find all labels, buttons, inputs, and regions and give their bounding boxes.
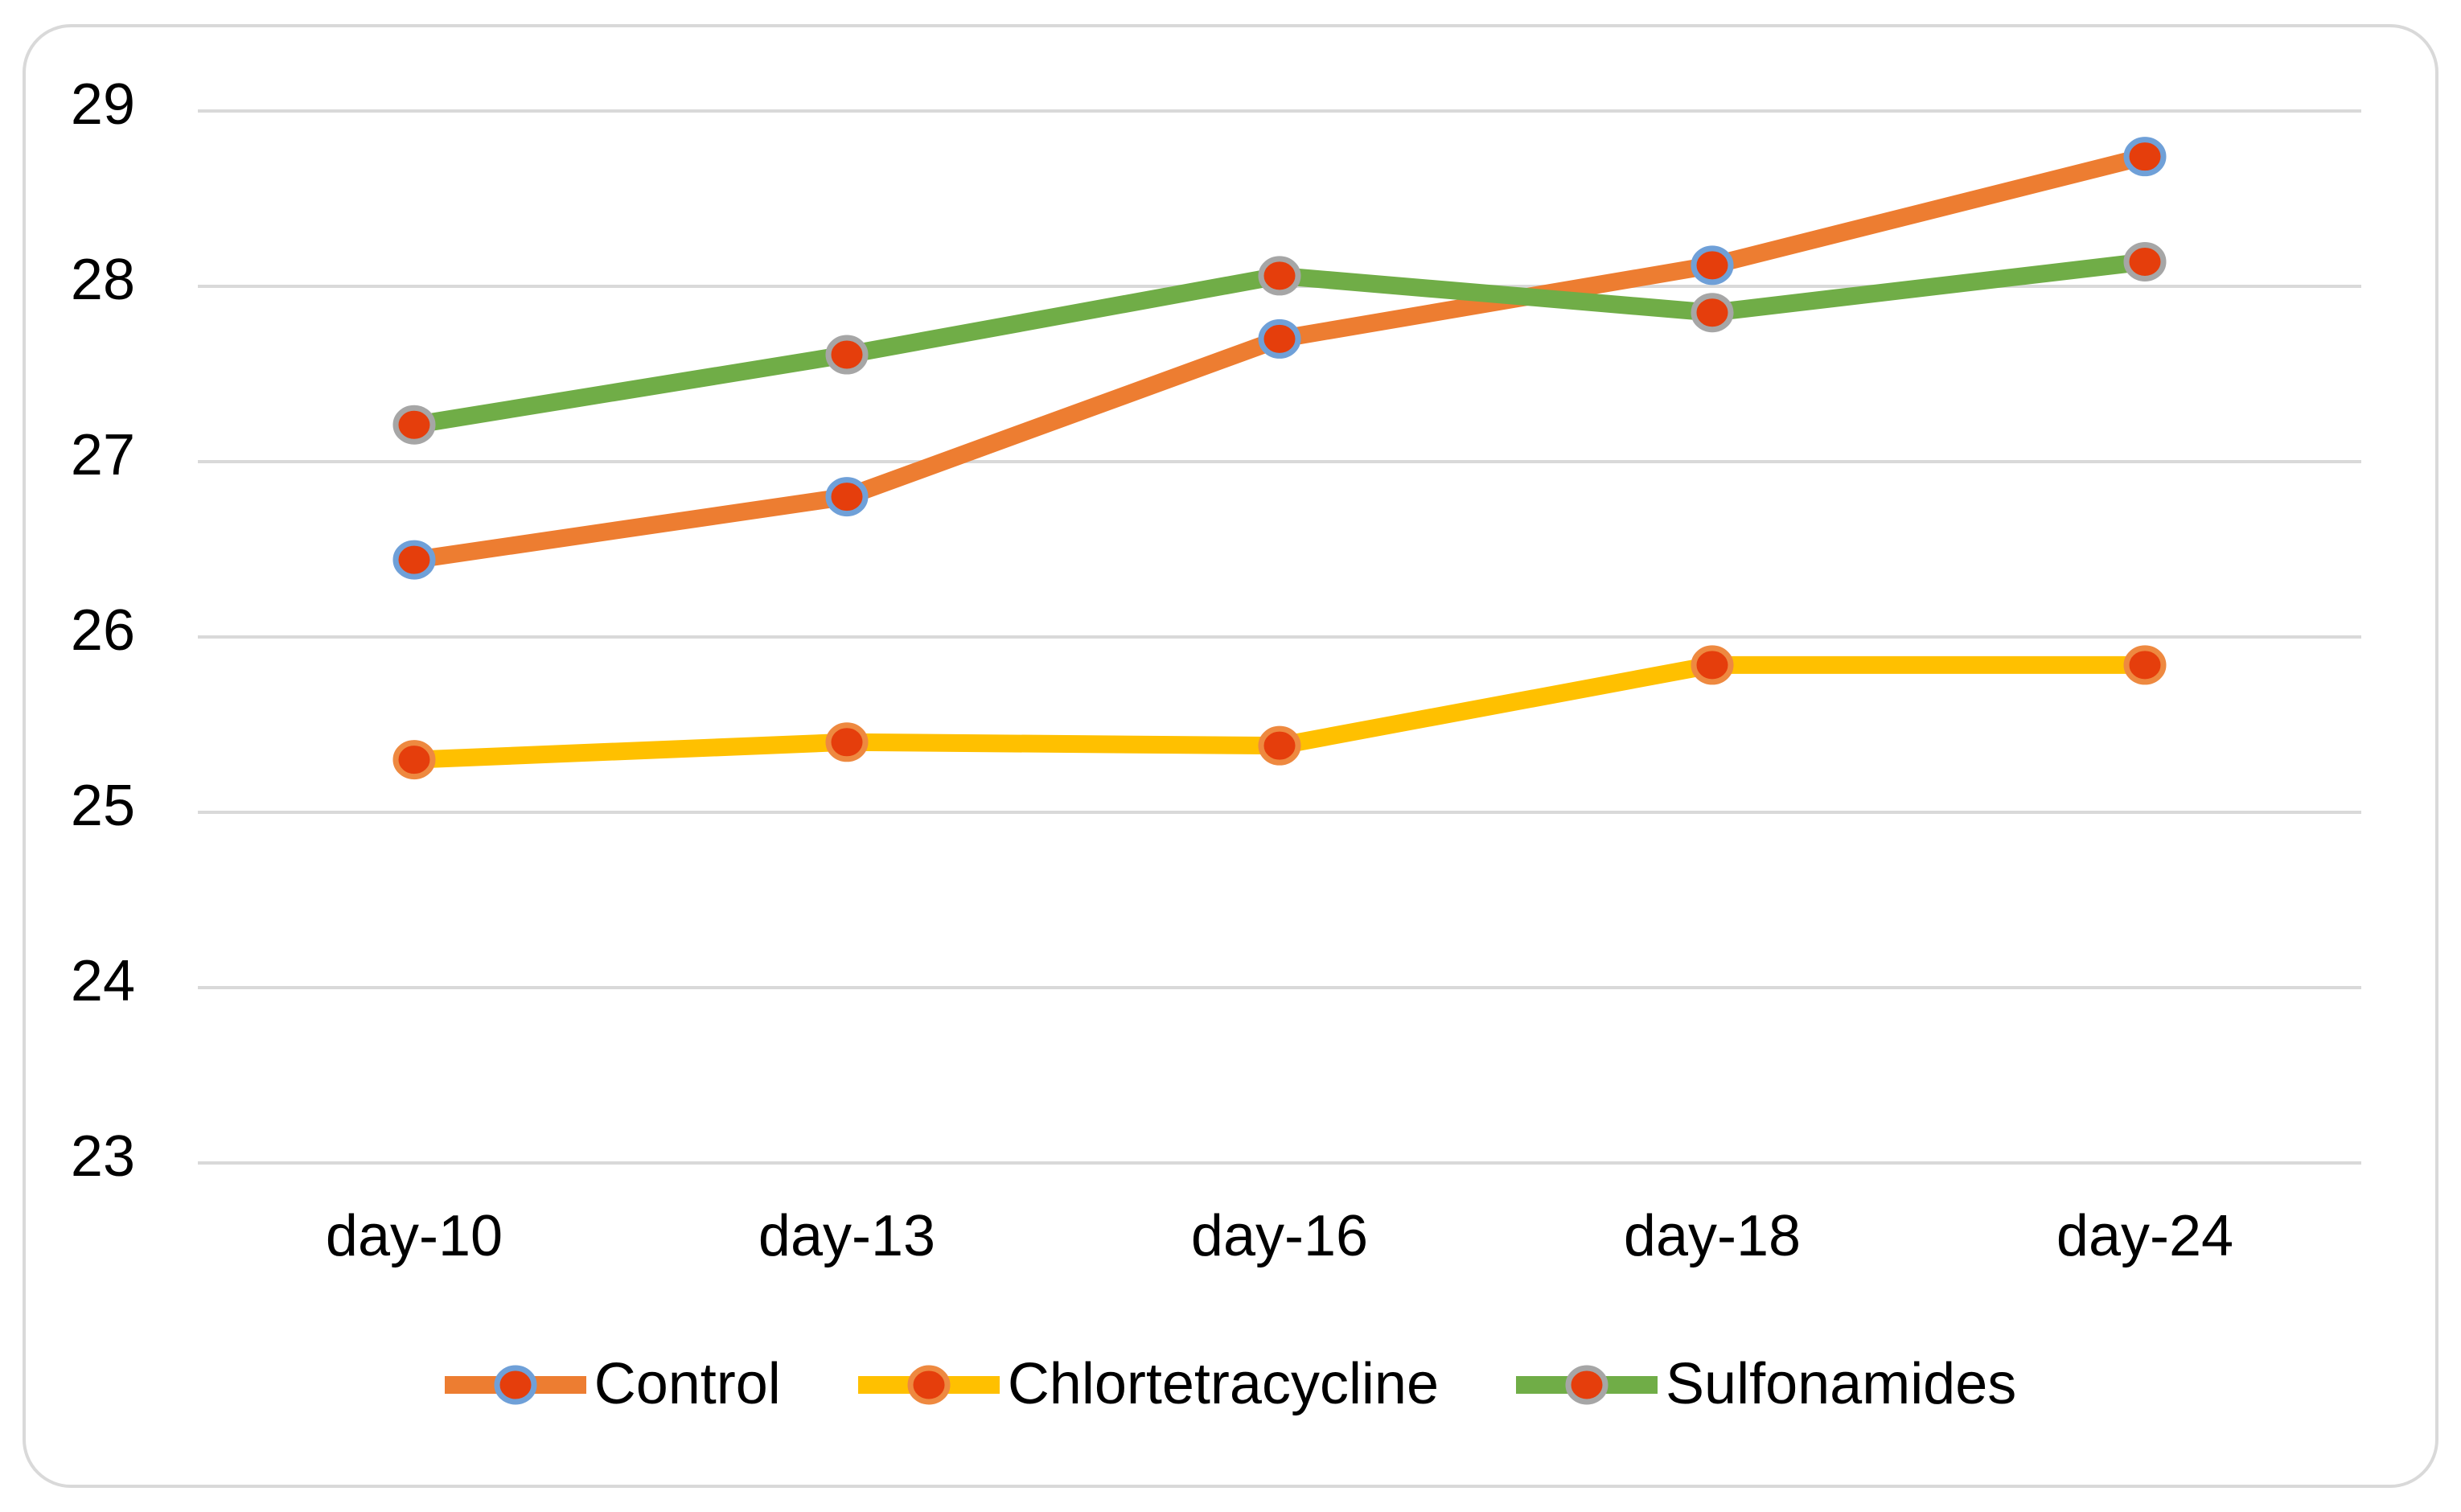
data-point-sulfonamides-day-10 (392, 405, 436, 445)
data-point-chlortetracycline-day-24 (2123, 645, 2167, 685)
y-tick-label: 24 (71, 949, 135, 1013)
data-point-control-day-18 (1691, 245, 1734, 286)
legend-swatch-chlortetracycline (857, 1365, 1000, 1405)
legend-label-sulfonamides: Sulfonamides (1666, 1352, 2017, 1416)
legend-item-chlortetracycline: Chlortetracycline (857, 1352, 1440, 1416)
legend-swatch-control (444, 1365, 586, 1405)
legend-label-chlortetracycline: Chlortetracycline (1007, 1352, 1440, 1416)
x-tick-label: day-13 (758, 1204, 935, 1268)
x-tick-label: day-18 (1624, 1204, 1801, 1268)
data-point-control-day-24 (2123, 137, 2167, 177)
legend-label-control: Control (594, 1352, 781, 1416)
data-point-chlortetracycline-day-16 (1258, 725, 1301, 766)
data-point-control-day-10 (392, 540, 436, 580)
legend-marker-chlortetracycline (907, 1365, 951, 1405)
y-tick-label: 25 (71, 774, 135, 838)
y-tick-label: 28 (71, 248, 135, 312)
y-tick-label: 26 (71, 598, 135, 663)
data-point-control-day-16 (1258, 318, 1301, 359)
data-point-control-day-13 (825, 477, 869, 517)
legend-item-sulfonamides: Sulfonamides (1516, 1352, 2017, 1416)
legend-item-control: Control (444, 1352, 781, 1416)
legend-marker-sulfonamides (1565, 1365, 1608, 1405)
data-point-sulfonamides-day-16 (1258, 256, 1301, 296)
y-tick-label: 23 (71, 1124, 135, 1189)
y-tick-label: 27 (71, 423, 135, 487)
y-tick-label: 29 (71, 72, 135, 137)
x-tick-label: day-16 (1191, 1204, 1368, 1268)
data-point-sulfonamides-day-18 (1691, 293, 1734, 333)
data-point-sulfonamides-day-24 (2123, 241, 2167, 281)
data-point-chlortetracycline-day-10 (392, 740, 436, 780)
legend-swatch-sulfonamides (1516, 1365, 1658, 1405)
x-tick-label: day-24 (2056, 1204, 2233, 1268)
chart-legend: Control Chlortetracycline Sulfonamides (0, 1352, 2461, 1416)
data-point-chlortetracycline-day-13 (825, 722, 869, 762)
legend-marker-control (494, 1365, 537, 1405)
data-point-chlortetracycline-day-18 (1691, 645, 1734, 685)
x-tick-label: day-10 (326, 1204, 503, 1268)
data-point-sulfonamides-day-13 (825, 335, 869, 375)
